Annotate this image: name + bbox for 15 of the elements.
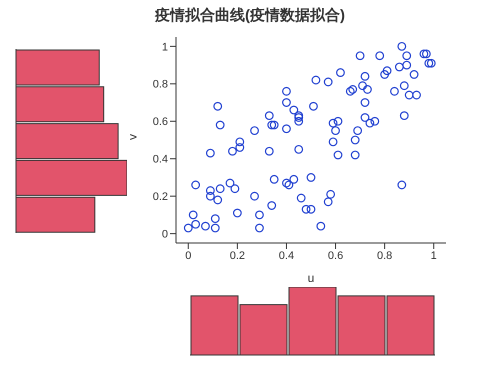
y-tick-label: 0 — [162, 228, 168, 241]
y-tick-label: 0.4 — [152, 154, 168, 166]
x-axis-title: u — [308, 271, 314, 285]
x-tick-label: 1 — [430, 250, 437, 262]
x-tick-label: 0 — [185, 250, 192, 262]
x-tick-label: 0.6 — [328, 250, 344, 262]
chart-title: 疫情拟合曲线(疫情数据拟合) — [154, 6, 346, 25]
y-axis-title: v — [125, 134, 140, 140]
y-tick-label: 1 — [162, 41, 168, 54]
y-tick-label: 0.2 — [152, 191, 168, 204]
y-tick-label: 0.6 — [152, 116, 168, 128]
x-tick-label: 0.4 — [278, 250, 294, 262]
y-tick-label: 0.8 — [152, 78, 168, 91]
x-tick-label: 0.2 — [230, 250, 246, 262]
x-tick-label: 0.8 — [376, 250, 392, 262]
